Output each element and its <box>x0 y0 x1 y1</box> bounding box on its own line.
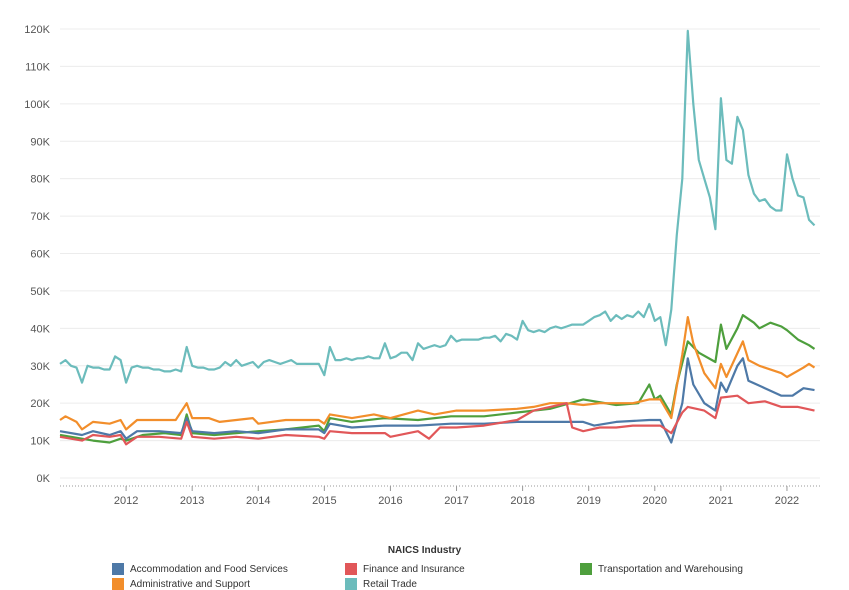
x-tick-label: 2014 <box>246 495 270 507</box>
x-tick-label: 2015 <box>312 495 336 507</box>
y-tick-label: 60K <box>30 249 50 261</box>
legend-label: Administrative and Support <box>130 578 251 590</box>
legend-item-retail[interactable]: Retail Trade <box>345 578 417 590</box>
legend-swatch <box>112 578 124 590</box>
legend-item-accommodation[interactable]: Accommodation and Food Services <box>112 563 288 575</box>
x-tick-label: 2022 <box>775 495 799 507</box>
legend-label: Finance and Insurance <box>363 563 465 575</box>
y-tick-label: 30K <box>30 361 50 373</box>
legend-label: Retail Trade <box>363 578 417 590</box>
legend-item-transportation[interactable]: Transportation and Warehousing <box>580 563 743 575</box>
legend-swatch <box>345 563 357 575</box>
y-tick-label: 70K <box>30 211 50 223</box>
series-line-administrative-and-support <box>59 316 816 431</box>
y-tick-label: 80K <box>30 174 50 186</box>
legend-swatch <box>580 563 592 575</box>
y-tick-label: 40K <box>30 323 50 335</box>
y-tick-label: 120K <box>24 24 50 36</box>
y-tick-label: 100K <box>24 99 50 111</box>
series-line-retail-trade <box>59 29 816 384</box>
series-line-finance-and-insurance <box>59 394 815 446</box>
legend-swatch <box>345 578 357 590</box>
line-chart: 0K 10K 20K 30K 40K 50K 60K 70K 80K 90K 100K 110K 120… <box>24 24 820 507</box>
legend-item-finance[interactable]: Finance and Insurance <box>345 563 465 575</box>
y-tick-label: 0K <box>37 473 51 485</box>
y-tick-label: 50K <box>30 286 50 298</box>
x-axis: 2012 2013 2014 2015 2016 2017 2018 2019 2020 2021… <box>60 485 820 507</box>
y-tick-label: 110K <box>25 61 51 73</box>
x-tick-label: 2012 <box>114 495 138 507</box>
series-lines <box>59 29 816 446</box>
x-tick-label: 2018 <box>510 495 534 507</box>
series-line-transportation-and-warehousing <box>59 314 816 444</box>
x-tick-label: 2020 <box>643 495 667 507</box>
x-tick-label: 2021 <box>709 495 733 507</box>
y-tick-label: 10K <box>30 436 50 448</box>
legend-title: NAICS Industry <box>387 545 462 556</box>
legend-swatch <box>112 563 124 575</box>
legend: NAICS Industry Accommodation and Food Se… <box>0 545 849 590</box>
y-tick-label: 90K <box>30 136 50 148</box>
x-tick-label: 2017 <box>444 495 468 507</box>
legend-label: Transportation and Warehousing <box>598 563 743 575</box>
legend-label: Accommodation and Food Services <box>130 563 288 575</box>
y-tick-label: 20K <box>30 398 50 410</box>
legend-item-administrative[interactable]: Administrative and Support <box>112 578 250 590</box>
y-axis: 0K 10K 20K 30K 40K 50K 60K 70K 80K 90K 100K 110K 120… <box>24 24 50 485</box>
x-tick-label: 2013 <box>180 495 204 507</box>
x-tick-label: 2016 <box>378 495 402 507</box>
x-tick-label: 2019 <box>576 495 600 507</box>
